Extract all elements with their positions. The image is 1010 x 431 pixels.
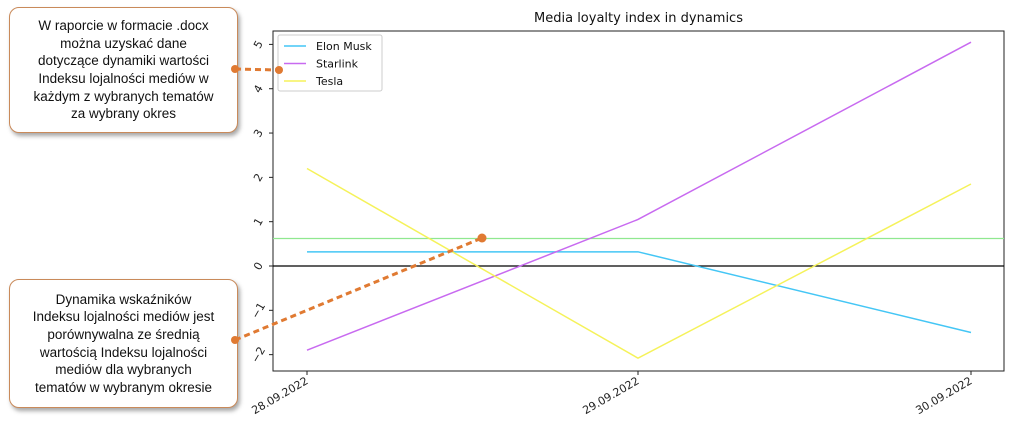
callout-text: W raporcie w formacie .docx można uzyska… xyxy=(33,17,213,123)
legend-box xyxy=(277,34,383,92)
callout-line: wartością Indeksu lojalności xyxy=(39,344,208,360)
callout-line: porównywalna ze średnią xyxy=(47,326,200,342)
callout-line: można uzyskać dane xyxy=(60,35,187,51)
y-tick-label: 5 xyxy=(251,38,266,51)
callout-line: mediów dla wybranych xyxy=(55,362,192,378)
y-tick-label: 2 xyxy=(251,171,266,184)
callout-line: tematów w wybranym okresie xyxy=(34,379,213,395)
x-tick-label: 29.09.2022 xyxy=(580,374,641,417)
callout-line: W raporcie w formacie .docx xyxy=(38,18,209,34)
callout-docx-report: W raporcie w formacie .docx można uzyska… xyxy=(9,7,238,133)
y-tick-label: 4 xyxy=(251,83,266,96)
y-tick-label: 1 xyxy=(251,216,266,229)
callout-line: każdym z wybranych tematów xyxy=(33,88,214,104)
callout-line: Indeksu lojalności mediów jest xyxy=(32,309,215,325)
series-line-starlink xyxy=(306,41,972,351)
connector-line-2 xyxy=(234,236,483,342)
callout-line: dotyczące dynamiki wartości xyxy=(37,53,210,69)
x-tick-label: 28.09.2022 xyxy=(249,374,310,417)
y-tick-label: −1 xyxy=(249,300,268,321)
callout-dynamics-average: Dynamika wskaźników Indeksu lojalności m… xyxy=(9,279,238,408)
x-tick-label: 30.09.2022 xyxy=(913,374,974,417)
legend-label: Starlink xyxy=(316,58,359,71)
legend-label: Elon Musk xyxy=(316,40,372,53)
legend-label: Tesla xyxy=(315,75,343,88)
y-tick-label: 0 xyxy=(251,260,266,273)
callout-line: Dynamika wskaźników xyxy=(55,291,192,307)
callout-text: Dynamika wskaźników Indeksu lojalności m… xyxy=(33,291,215,397)
connector-dot xyxy=(231,65,239,73)
y-tick-label: 3 xyxy=(251,127,266,140)
y-tick-label: −2 xyxy=(249,345,268,366)
connector-dot xyxy=(477,233,487,243)
callout-line: za wybrany okres xyxy=(70,106,177,122)
series-line-tesla xyxy=(306,167,972,360)
chart-title: Media loyalty index in dynamics xyxy=(534,11,743,26)
connector-dot xyxy=(231,336,239,344)
series-line-elon-musk xyxy=(307,251,972,334)
connector-line-1 xyxy=(234,67,280,72)
callout-line: Indeksu lojalności mediów w xyxy=(38,71,209,86)
connector-dot xyxy=(275,66,283,74)
